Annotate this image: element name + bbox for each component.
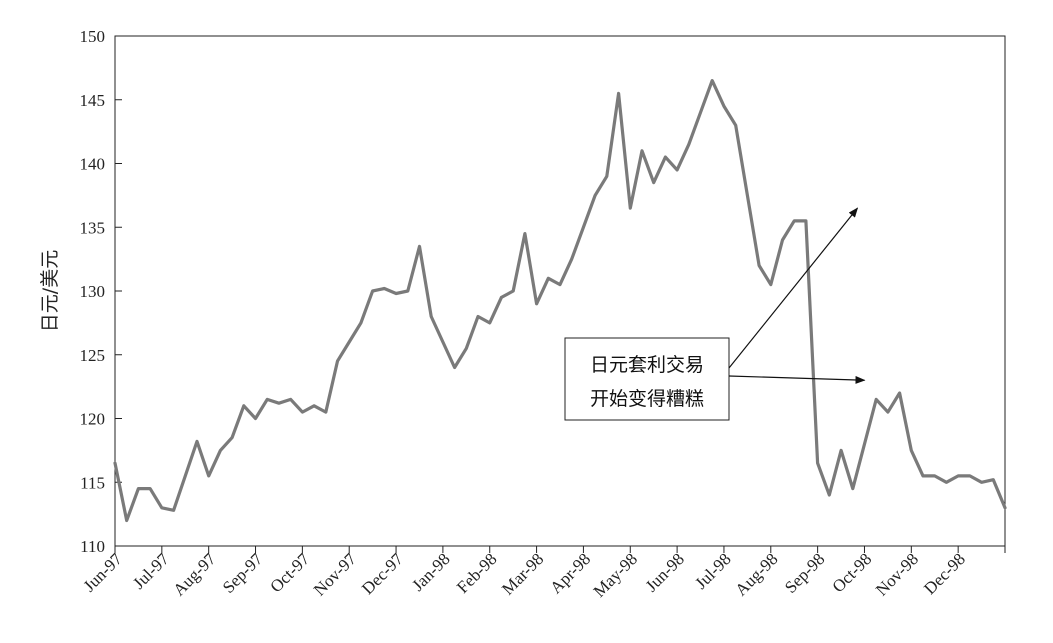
x-tick-label: Mar-98 [498, 549, 547, 598]
annotation-line-2: 开始变得糟糕 [590, 388, 704, 410]
y-tick-label: 130 [80, 282, 106, 301]
usd-jpy-series-line [113, 78, 1007, 523]
x-tick-label: Aug-97 [169, 549, 220, 600]
x-tick-label: Jul-98 [691, 549, 734, 592]
series-layer [113, 78, 1007, 523]
y-tick-label: 125 [80, 346, 106, 365]
x-tick-label: Aug-98 [731, 549, 781, 599]
x-tick-label: Oct-97 [266, 549, 313, 596]
x-tick-label: Dec-97 [358, 549, 407, 598]
plot-area-frame [114, 35, 1006, 547]
annotation-arrow [728, 375, 866, 384]
x-tick-label: Jun-98 [642, 549, 688, 595]
x-tick-label: Oct-98 [828, 549, 875, 596]
x-tick-label: Feb-98 [453, 549, 500, 596]
x-tick-label: Nov-98 [872, 549, 922, 599]
x-tick-label: Jun-97 [80, 549, 127, 596]
annotation-line-1: 日元套利交易 [590, 354, 704, 376]
y-tick-label: 150 [80, 27, 106, 46]
y-axis-title: 日元/美元 [39, 250, 61, 332]
y-tick-label: 120 [80, 410, 106, 429]
y-tick-label: 145 [80, 91, 106, 110]
y-tick-label: 110 [80, 537, 105, 556]
annotation: 日元套利交易 开始变得糟糕 [564, 207, 866, 421]
x-tick-label: May-98 [590, 549, 641, 600]
y-tick-label: 135 [80, 218, 106, 237]
annotation-box [564, 337, 730, 421]
x-tick-label: Dec-98 [920, 549, 969, 598]
x-tick-label: Sep-98 [781, 549, 828, 596]
y-tick-label: 115 [80, 473, 105, 492]
y-tick-label: 140 [80, 155, 106, 174]
x-tick-label: Apr-98 [546, 549, 594, 597]
annotation-arrow [728, 207, 859, 369]
x-tick-label: Nov-97 [310, 549, 361, 600]
x-tick-label: Jul-97 [129, 549, 173, 593]
x-tick-label: Sep-97 [219, 549, 267, 597]
x-tick-label: Jan-98 [408, 549, 453, 594]
y-axis: 110 115 120 125 130 135 140 145 150 [80, 27, 122, 556]
